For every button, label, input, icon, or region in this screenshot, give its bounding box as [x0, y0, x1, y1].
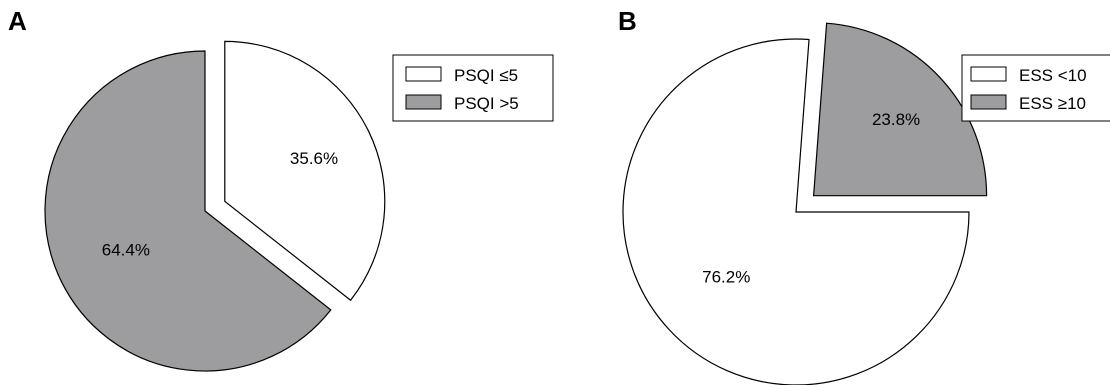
pie-slice-psqi-le5 [224, 40, 386, 302]
legend-a-frame [392, 54, 554, 122]
panel-b-pie-chart: B 76.2% 23.8% ESS <10 ESS ≥10 [618, 6, 1110, 385]
slice-label-ess-lt10: 76.2% [702, 268, 750, 287]
panel-b-letter: B [618, 6, 637, 36]
legend-label-ess-ge10: ESS ≥10 [1019, 94, 1086, 113]
pie-slice-psqi-gt5 [44, 50, 332, 372]
legend-label-ess-lt10: ESS <10 [1019, 66, 1087, 85]
legend-label-psqi-le5: PSQI ≤5 [454, 66, 518, 85]
legend-label-psqi-gt5: PSQI >5 [454, 94, 519, 113]
panel-a-pie-chart: A 35.6% 64.4% PSQI ≤5 PSQI >5 [8, 6, 554, 372]
legend-b-frame [961, 54, 1110, 122]
legend-swatch-psqi-gt5 [405, 94, 442, 110]
legend-swatch-psqi-le5 [405, 66, 442, 82]
slice-label-ess-ge10: 23.8% [872, 110, 920, 129]
legend-swatch-ess-ge10 [970, 94, 1007, 110]
pie-slice-ess-ge10 [812, 22, 988, 197]
slice-label-psqi-gt5: 64.4% [102, 240, 150, 259]
legend-b: ESS <10 ESS ≥10 [961, 54, 1110, 122]
slice-label-psqi-le5: 35.6% [290, 149, 338, 168]
legend-swatch-ess-lt10 [970, 66, 1007, 82]
pie-slice-ess-lt10 [622, 38, 970, 385]
panel-a-letter: A [8, 6, 27, 36]
legend-a: PSQI ≤5 PSQI >5 [392, 54, 554, 122]
